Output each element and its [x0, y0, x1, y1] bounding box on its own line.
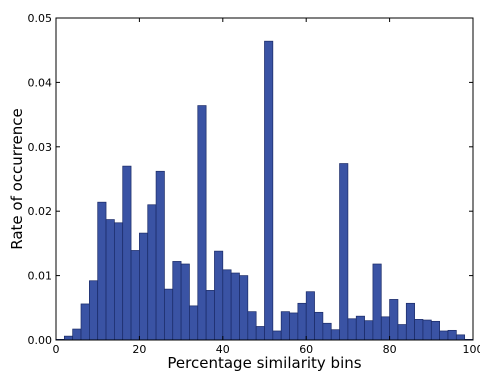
y-axis-label: Rate of occurrence — [8, 108, 26, 250]
x-tick-label: 80 — [383, 343, 397, 356]
x-tick-label: 0 — [53, 343, 60, 356]
histogram-bar — [89, 280, 99, 341]
histogram-bar — [230, 272, 240, 341]
histogram-bar — [172, 261, 182, 341]
y-axis-ticks: 0.00 0.01 0.02 0.03 0.04 0.05 — [28, 12, 473, 347]
histogram-bar — [214, 250, 224, 341]
histogram-bar — [239, 275, 249, 341]
histogram-bar — [289, 312, 299, 341]
plot-frame — [55, 17, 474, 341]
histogram-bar — [247, 311, 257, 341]
y-tick-label: 0.00 — [28, 334, 53, 347]
histogram-bar — [430, 320, 440, 341]
x-tick-label: 40 — [216, 343, 230, 356]
histogram-bar — [414, 319, 424, 341]
histogram-bar — [139, 232, 149, 341]
y-tick-label: 0.02 — [28, 205, 53, 218]
histogram-bar — [189, 305, 199, 341]
histogram-bar — [447, 329, 457, 341]
histogram-bar — [264, 40, 274, 341]
histogram-bar — [155, 170, 165, 341]
histogram-bar — [372, 263, 382, 341]
histogram-bar — [147, 204, 157, 341]
histogram-bar — [97, 201, 107, 341]
histogram-bar — [339, 163, 349, 341]
histogram-bar — [205, 290, 215, 341]
y-tick-label: 0.03 — [28, 141, 53, 154]
histogram-bar — [397, 324, 407, 341]
histogram-bar — [364, 320, 374, 341]
histogram-bar — [222, 269, 232, 341]
histogram-bar — [122, 165, 132, 341]
histogram-bar — [130, 250, 140, 341]
histogram-bar — [63, 335, 74, 341]
histogram-bar — [164, 288, 174, 341]
y-tick-label: 0.04 — [28, 76, 53, 89]
y-tick-label: 0.05 — [28, 12, 53, 25]
histogram-bar — [272, 330, 282, 341]
bars-group — [55, 40, 474, 341]
y-tick-label: 0.01 — [28, 270, 53, 283]
histogram-bar — [347, 318, 357, 341]
histogram-bar — [439, 330, 449, 341]
x-tick-label: 60 — [299, 343, 313, 356]
histogram-bar — [280, 311, 290, 341]
histogram-bar — [422, 319, 432, 341]
histogram-bar — [330, 329, 340, 341]
x-axis-label: Percentage similarity bins — [167, 354, 361, 372]
x-tick-label: 100 — [463, 343, 480, 356]
x-axis-ticks: 0 20 40 60 80 100 — [53, 18, 480, 356]
histogram-bar — [72, 328, 82, 341]
x-tick-label: 20 — [132, 343, 146, 356]
histogram-bar — [180, 263, 190, 341]
histogram-bar — [255, 326, 265, 341]
histogram-bar — [197, 105, 207, 341]
histogram-bar — [314, 311, 324, 341]
histogram-bar — [297, 302, 307, 341]
histogram-bar — [389, 299, 399, 341]
histogram-bar — [380, 316, 390, 341]
histogram-bar — [355, 315, 365, 341]
histogram-bar — [80, 303, 90, 341]
histogram-bar — [305, 291, 315, 341]
histogram-bar — [114, 222, 124, 341]
histogram-bar — [455, 334, 466, 341]
histogram-bar — [322, 322, 332, 341]
histogram-bar — [405, 302, 415, 341]
histogram-bar — [105, 219, 115, 341]
